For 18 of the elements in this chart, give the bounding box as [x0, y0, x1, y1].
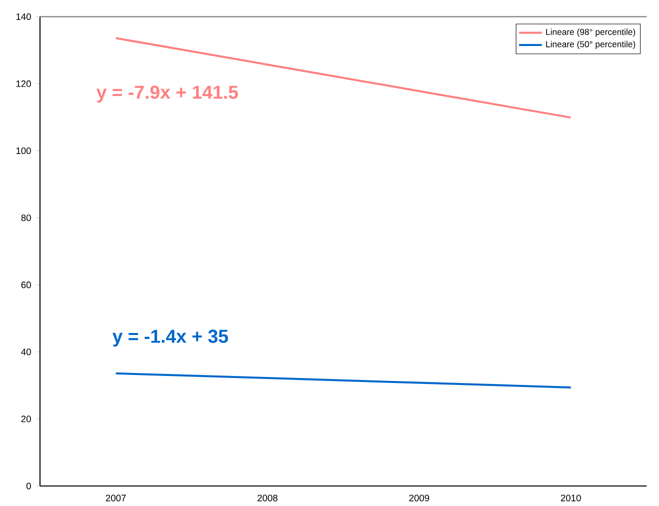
x-tick-label: 2010: [560, 494, 581, 502]
y-tick-label: 40: [21, 348, 31, 356]
annotation: y = -7.9x + 141.5: [96, 86, 238, 103]
legend-label: Lineare (50° percentile): [546, 40, 636, 49]
x-tick-label: 2008: [258, 494, 278, 502]
y-tick-label: 140: [16, 13, 31, 20]
y-tick-label: 80: [21, 214, 31, 222]
x-tick-label: 2009: [409, 494, 430, 502]
annotation: y = -1.4x + 35: [112, 330, 228, 347]
line-series: [114, 37, 572, 119]
x-tick-label: 2007: [106, 494, 126, 502]
y-tick-label: 100: [16, 147, 31, 154]
legend-label: Lineare (98° percentile): [546, 28, 636, 37]
y-tick-label: 120: [16, 80, 31, 88]
y-tick-label: 60: [21, 282, 31, 288]
y-tick-label: 20: [21, 416, 31, 422]
line-series: [114, 372, 572, 388]
y-tick-label: 0: [26, 482, 31, 490]
